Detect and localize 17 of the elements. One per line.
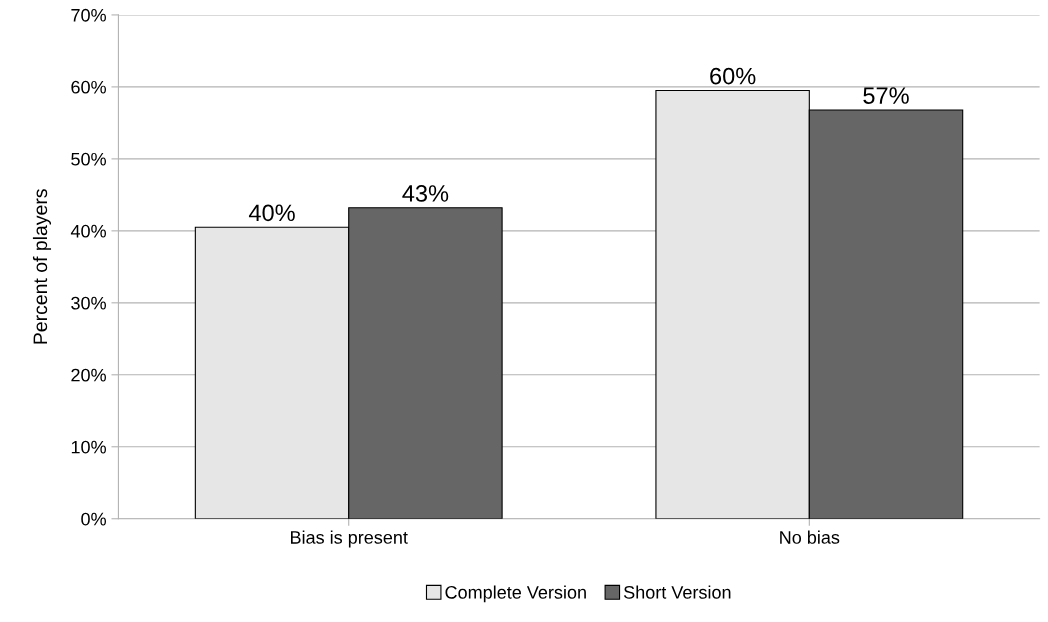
data-label: 40% [248,204,295,222]
y-tick-label: 10% [71,440,106,454]
y-tick-label: 0% [81,512,106,526]
y-axis-title: Percent of players [32,189,52,344]
legend-label: Short Version [623,585,731,599]
y-tick-label: 70% [71,8,106,22]
data-label: 57% [863,87,909,104]
data-label: 43% [402,185,449,202]
x-tick-label: No bias [780,530,840,544]
x-tick-label: Bias is present [291,530,408,548]
legend-label: Complete Version [445,585,586,603]
y-tick-label: 20% [71,368,106,382]
y-tick-label: 50% [71,152,106,166]
data-label: 60% [710,67,756,85]
y-tick-label: 30% [71,296,106,310]
y-tick-label: 40% [70,224,106,238]
y-tick-label: 60% [71,80,106,94]
